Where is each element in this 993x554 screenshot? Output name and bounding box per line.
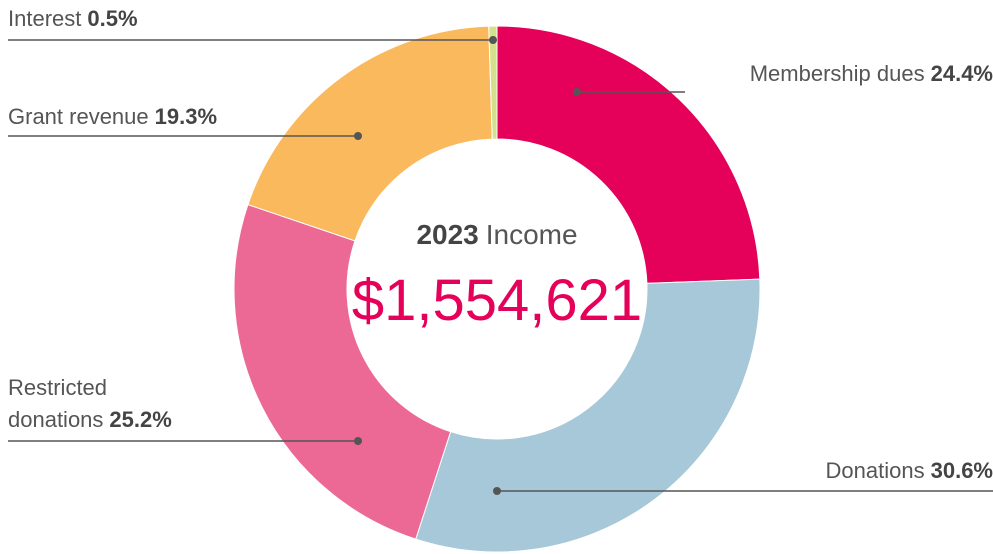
value-label: 0.5% [87, 6, 138, 31]
segments [233, 25, 761, 553]
segment [233, 203, 452, 540]
category-label: Grant revenue [8, 104, 149, 129]
segment-label: Interest 0.5% [8, 3, 138, 35]
value-label: 19.3% [154, 104, 218, 129]
value-label: 25.2% [109, 407, 172, 432]
leader-dot [489, 36, 497, 44]
category-label: Interest [8, 6, 82, 31]
value-label: 30.6% [930, 458, 993, 483]
category-label: Restricted donations [8, 375, 108, 432]
segment [496, 25, 761, 284]
segment [488, 25, 498, 140]
center-year: 2023 [416, 219, 478, 250]
segment [415, 278, 761, 553]
center-text: Income [486, 219, 578, 250]
category-label: Donations [825, 458, 925, 483]
leader-dot [573, 88, 581, 96]
segment [247, 25, 493, 242]
category-label: Membership dues [749, 61, 925, 86]
segment-label: Restricted donations 25.2% [8, 372, 198, 436]
leader-dot [493, 487, 501, 495]
leaders [8, 36, 993, 495]
segment-label: Donations 30.6% [826, 455, 993, 487]
leader-dot [354, 437, 362, 445]
center-total: $1,554,621 [352, 268, 642, 333]
center-title: 2023 Income [416, 219, 577, 250]
segment-label: Grant revenue 19.3% [8, 101, 217, 133]
leader-dot [354, 132, 362, 140]
segment-label: Membership dues 24.4% [750, 58, 993, 90]
value-label: 24.4% [930, 61, 993, 86]
